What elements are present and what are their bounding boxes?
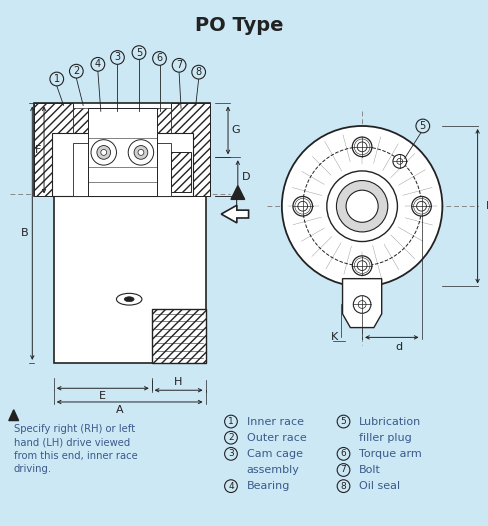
Circle shape [97,146,110,159]
Bar [88,108,156,196]
Circle shape [224,448,237,460]
Text: 3: 3 [227,449,233,458]
Circle shape [191,65,205,79]
Circle shape [224,431,237,444]
Text: 6: 6 [340,449,346,458]
Circle shape [134,146,147,159]
Text: F: F [35,145,41,155]
Text: L: L [485,201,488,211]
Text: assembly: assembly [246,465,299,475]
Text: 8: 8 [195,67,202,77]
Text: 7: 7 [340,466,346,474]
Text: Lubrication: Lubrication [359,417,421,427]
Circle shape [336,180,387,232]
Circle shape [69,64,83,78]
Circle shape [110,50,124,64]
Text: B: B [20,228,28,238]
Text: Bolt: Bolt [359,465,380,475]
Text: 4: 4 [228,482,233,491]
Circle shape [172,58,185,72]
Text: 7: 7 [176,60,182,70]
Bar [54,196,205,363]
Bar [52,133,192,196]
Bar [73,108,171,143]
Circle shape [336,463,349,477]
Circle shape [297,201,307,211]
Text: Cam cage: Cam cage [246,449,302,459]
Circle shape [336,480,349,492]
Text: 5: 5 [136,47,142,57]
Circle shape [352,256,371,276]
Circle shape [326,171,397,241]
Text: Bearing: Bearing [246,481,289,491]
Text: G: G [231,125,240,135]
Text: Torque arm: Torque arm [359,449,421,459]
Circle shape [336,415,349,428]
Text: K: K [330,332,337,342]
Circle shape [336,448,349,460]
Text: Specify right (RH) or left
hand (LH) drive viewed
from this end, inner race
driv: Specify right (RH) or left hand (LH) dri… [14,424,137,474]
Polygon shape [221,205,248,223]
Text: 3: 3 [114,53,120,63]
Circle shape [392,155,406,168]
Circle shape [138,149,143,155]
Circle shape [152,52,166,65]
Circle shape [358,300,366,308]
Circle shape [416,201,426,211]
Circle shape [357,261,366,270]
Circle shape [224,415,237,428]
Text: 5: 5 [419,121,425,131]
Circle shape [132,46,145,59]
Circle shape [411,196,430,216]
Text: C: C [118,184,126,194]
Circle shape [415,119,429,133]
Circle shape [357,142,366,151]
Text: Outer race: Outer race [246,433,306,443]
Text: d: d [395,342,402,352]
Ellipse shape [124,297,134,301]
Bar [34,104,73,196]
Text: 5: 5 [340,417,346,426]
Text: H: H [174,377,182,388]
Circle shape [292,196,312,216]
Text: Oil seal: Oil seal [359,481,400,491]
Polygon shape [342,279,381,328]
Bar [151,309,205,363]
Circle shape [281,126,442,287]
Circle shape [128,140,153,165]
Text: Inner race: Inner race [246,417,303,427]
Text: 8: 8 [340,482,346,491]
Text: D: D [241,172,249,182]
Bar [171,104,210,196]
Circle shape [50,72,63,86]
Text: E: E [99,391,106,401]
Circle shape [91,57,104,71]
Circle shape [346,190,377,222]
Circle shape [91,140,116,165]
Bar [34,104,210,196]
Text: A: A [115,405,123,415]
Polygon shape [9,410,19,421]
Text: 1: 1 [54,74,60,84]
Circle shape [224,480,237,492]
Polygon shape [230,186,244,199]
Circle shape [396,158,402,164]
Text: 4: 4 [95,59,101,69]
Bar [171,153,190,191]
Bar [151,309,205,363]
Text: 2: 2 [228,433,233,442]
Text: 6: 6 [156,54,162,64]
Circle shape [101,149,106,155]
Text: filler plug: filler plug [359,433,411,443]
Bar [73,143,171,196]
Ellipse shape [116,294,142,305]
Circle shape [352,137,371,157]
Text: PO Type: PO Type [194,16,283,35]
Text: J: J [234,199,237,209]
Text: 1: 1 [227,417,233,426]
Circle shape [353,296,370,313]
Text: 2: 2 [73,66,80,76]
